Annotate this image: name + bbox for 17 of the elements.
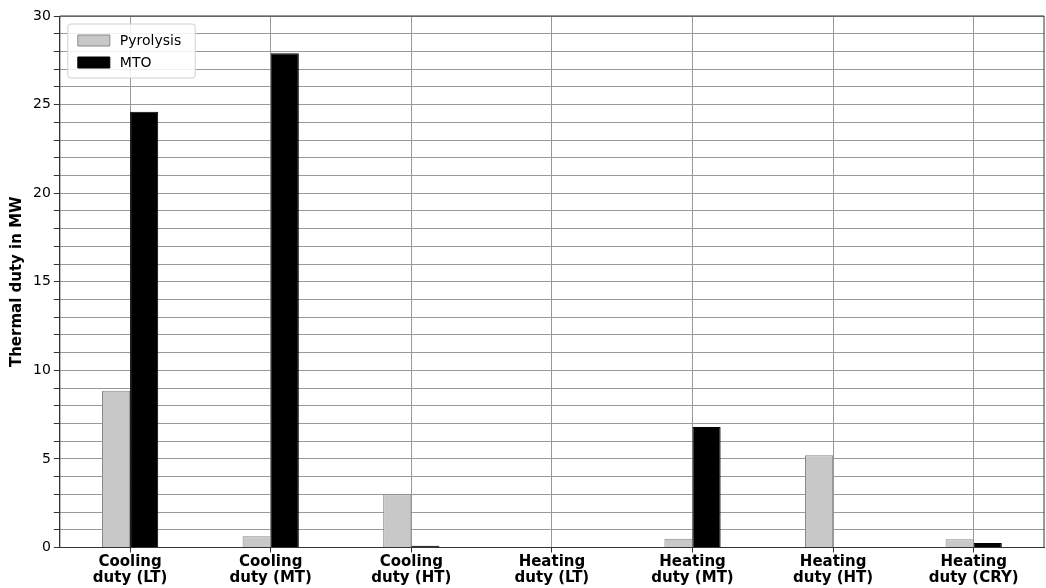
y-tick-label: 30 [32,6,51,23]
legend-label: Pyrolysis [119,31,182,48]
x-tick-label: Heating duty (MT) [651,552,734,587]
x-tick-label: Heating duty (CRY) [928,552,1019,587]
x-tick-label: Cooling duty (HT) [371,552,452,587]
y-tick-label: 15 [32,272,51,289]
legend-label: MTO [119,53,152,70]
y-tick-label: 20 [32,183,51,200]
x-tick-label: Heating duty (HT) [793,552,874,587]
y-tick-label: 0 [41,538,51,555]
y-tick-label: 5 [41,449,51,466]
x-tick-label: Cooling duty (MT) [229,552,312,587]
y-axis-title: Thermal duty in MW [6,195,25,368]
y-tick-label: 25 [32,95,51,112]
x-tick-label: Heating duty (LT) [514,552,590,587]
x-tick-label: Cooling duty (LT) [92,552,168,587]
y-tick-label: 10 [32,360,51,377]
